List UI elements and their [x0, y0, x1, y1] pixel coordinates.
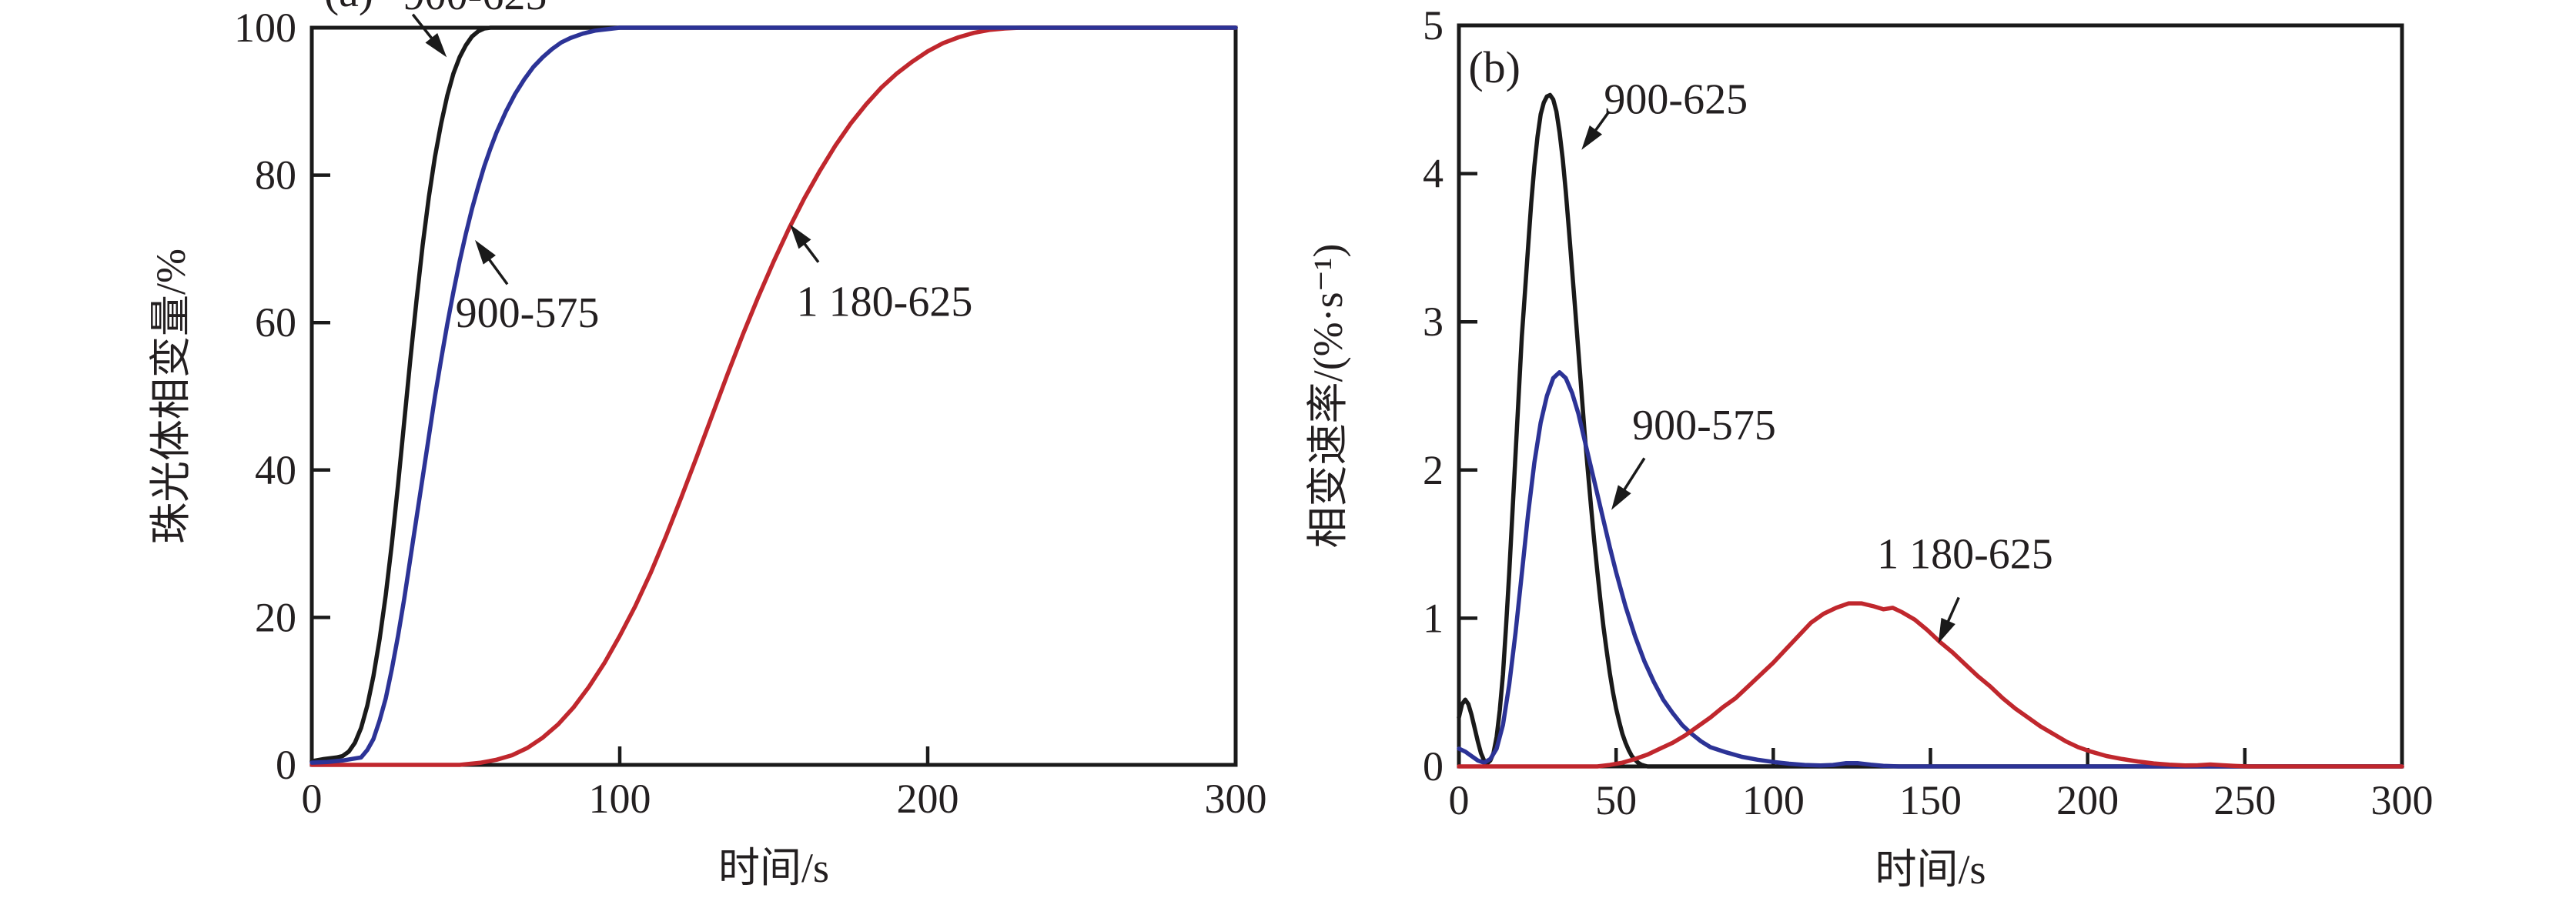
curve-1180-625 [1457, 601, 2404, 769]
y-axis-title: 相变速率/(%·s⁻¹) [1305, 244, 1351, 549]
curve-label-900-575: 900-575 [456, 289, 600, 337]
annotation-arrow-head [475, 239, 496, 265]
y-axis-title: 珠光体相变量/% [148, 249, 194, 544]
y-tick-label: 0 [1423, 743, 1444, 790]
x-tick-label: 0 [302, 776, 323, 822]
plot-border [309, 25, 1238, 767]
x-tick-label: 300 [2371, 777, 2434, 823]
y-tick-label: 4 [1423, 151, 1444, 197]
x-axis-title: 时间/s [1875, 846, 1986, 893]
panel-label: (a) [324, 0, 373, 16]
y-tick-label: 80 [255, 152, 296, 199]
annotation-arrow-head [1611, 485, 1631, 510]
x-tick-label: 100 [1742, 777, 1805, 823]
curve-900-575 [1457, 369, 2404, 769]
plot-border [1457, 23, 2404, 769]
y-tick-label: 40 [255, 447, 296, 493]
curve-1180-625 [309, 25, 1238, 767]
annotation-arrow-head [1938, 617, 1955, 644]
curve-900-625 [309, 25, 1238, 763]
curve-label-1180-625: 1 180-625 [797, 278, 973, 325]
y-tick-label: 2 [1423, 447, 1444, 493]
x-tick-label: 250 [2213, 777, 2276, 823]
annotation-arrow-head [790, 224, 811, 249]
x-tick-label: 300 [1205, 776, 1267, 822]
chart-panel-a: 0 100 200 300 0 20 40 60 80 100 时间/s 珠光体相变量/% (a) 900… [148, 0, 1267, 891]
y-tick-label: 60 [255, 299, 296, 346]
annotation-arrow-head [425, 33, 447, 58]
x-axis-title: 时间/s [718, 845, 829, 891]
y-tick-label: 0 [276, 742, 296, 788]
chart-a-svg: 0 100 200 300 0 20 40 60 80 100 时间/s 珠光体相变量/% (a) 900… [148, 0, 1267, 891]
curve-label-900-625: 900-625 [1604, 75, 1748, 123]
chart-b-svg: 0 50 100 150 200 250 300 0 1 2 3 4 5 时间/s 相变速率/(%·s⁻¹)… [1305, 2, 2434, 893]
annotation-arrow-head [1581, 125, 1603, 150]
y-tick-label: 1 [1423, 595, 1444, 641]
x-tick-label: 150 [1899, 777, 1962, 823]
chart-panel-b: 0 50 100 150 200 250 300 0 1 2 3 4 5 时间/s 相变速率/(%·s⁻¹)… [1288, 0, 2576, 898]
x-tick-label: 50 [1595, 777, 1637, 823]
x-tick-label: 0 [1449, 777, 1470, 823]
curve-900-575 [309, 25, 1238, 765]
curve-label-900-625: 900-625 [403, 0, 547, 19]
curve-label-1180-625: 1 180-625 [1877, 531, 2053, 579]
curve-label-900-575: 900-575 [1632, 402, 1776, 449]
panel-label: (b) [1468, 42, 1521, 92]
curve-900-625 [1457, 92, 2404, 769]
y-tick-label: 5 [1423, 2, 1444, 48]
y-tick-label: 3 [1423, 299, 1444, 345]
x-tick-label: 100 [589, 776, 651, 822]
y-tick-label: 100 [234, 5, 296, 51]
y-tick-label: 20 [255, 594, 296, 640]
x-tick-label: 200 [897, 776, 959, 822]
x-tick-label: 200 [2056, 777, 2119, 823]
